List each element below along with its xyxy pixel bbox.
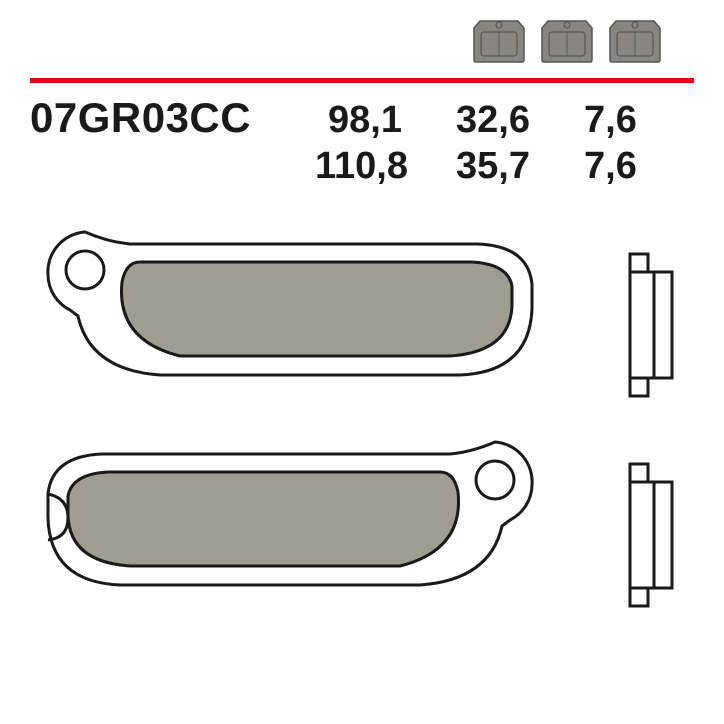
dim-b: 32,6: [456, 99, 536, 142]
brake-pad-top-front: [30, 220, 694, 405]
brake-pad-bottom-side: [624, 460, 694, 615]
dim-a: 110,8: [315, 145, 408, 188]
pad-thumbnail-icon: [606, 18, 664, 64]
dimensions-row: 98,1 32,6 7,6: [328, 99, 664, 142]
brake-pad-bottom-front: [30, 430, 694, 615]
dimensions-row: 110,8 35,7 7,6: [315, 145, 664, 188]
dim-b: 35,7: [456, 145, 536, 188]
header-icon-row: [470, 18, 664, 64]
spec-row-1: 07GR03CC 98,1 32,6 7,6: [30, 94, 664, 142]
part-number: 07GR03CC: [30, 94, 251, 142]
pad-thumbnail-icon: [538, 18, 596, 64]
divider-line: [30, 78, 694, 83]
brake-pad-top-side: [624, 250, 694, 405]
dim-c: 7,6: [584, 99, 664, 142]
dim-c: 7,6: [584, 145, 664, 188]
diagram-container: 07GR03CC 98,1 32,6 7,6 X 110,8 35,7 7,6: [0, 0, 724, 724]
dim-a: 98,1: [328, 99, 408, 142]
pad-thumbnail-icon: [470, 18, 528, 64]
spec-row-2: X 110,8 35,7 7,6: [30, 140, 664, 188]
